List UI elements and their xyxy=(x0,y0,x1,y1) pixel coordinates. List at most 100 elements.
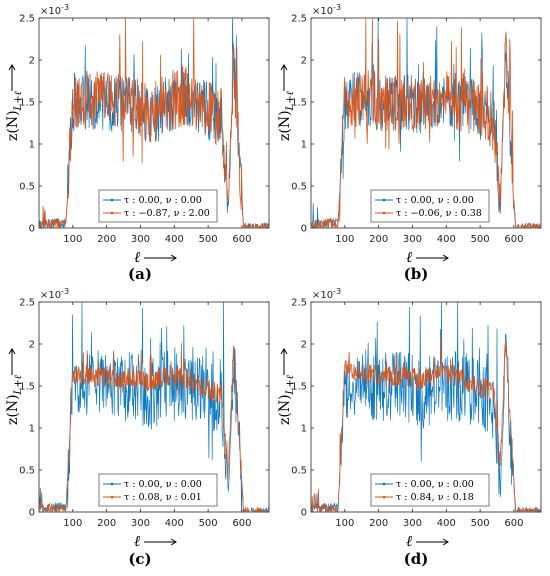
legend-label-1: τ : 0.00, ν : 0.00 xyxy=(124,479,202,490)
x-tick-label: 100 xyxy=(63,518,82,529)
x-tick-label: 200 xyxy=(97,518,116,529)
panel-label: (b) xyxy=(404,265,429,283)
x-tick-label: 400 xyxy=(437,518,456,529)
legend-label-1: τ : 0.00, ν : 0.00 xyxy=(396,195,474,206)
y-axis-label-subscript: L+ℓ xyxy=(13,375,24,395)
x-axis-arrowhead xyxy=(442,538,449,546)
x-tick-label: 600 xyxy=(232,518,251,529)
x-tick-label: 600 xyxy=(504,518,523,529)
y-tick-label: 2 xyxy=(301,340,307,351)
x-axis-label: ℓ xyxy=(134,532,140,550)
legend-marker-1 xyxy=(110,482,114,486)
x-tick-label: 600 xyxy=(504,234,523,245)
y-tick-label: 1.5 xyxy=(19,98,35,109)
y-tick-label: 0.5 xyxy=(19,466,35,477)
series-line-2 xyxy=(311,18,541,228)
series-line-2 xyxy=(311,337,541,512)
legend-box xyxy=(98,473,218,507)
y-tick-label: 0.5 xyxy=(19,182,35,193)
x-axis-label: ℓ xyxy=(406,532,412,550)
legend-box xyxy=(98,189,218,223)
legend-label-2: τ : 0.84, ν : 0.18 xyxy=(396,492,474,503)
y-exponent-power: -3 xyxy=(333,287,341,296)
x-tick-label: 300 xyxy=(131,234,150,245)
x-axis-arrowhead xyxy=(442,254,449,262)
legend-label-2: τ : 0.08, ν : 0.01 xyxy=(124,492,202,503)
legend-marker-2 xyxy=(110,495,114,499)
series-line-1 xyxy=(311,302,541,512)
legend-marker-1 xyxy=(382,482,386,486)
series-line-2 xyxy=(39,343,269,512)
y-tick-label: 2 xyxy=(301,56,307,67)
series-line-2 xyxy=(39,18,269,228)
legend-marker-1 xyxy=(110,198,114,202)
y-axis-arrowhead xyxy=(280,348,288,355)
x-tick-label: 300 xyxy=(403,234,422,245)
y-exponent-label: ×10-3 xyxy=(40,287,69,301)
chart-panel-4: 100 200 300 400 500 600 0 0.5 1 1.5 2 2.5 ×10-3 z(N)L… xyxy=(277,287,542,568)
y-tick-label: 2 xyxy=(29,340,35,351)
y-tick-label: 1 xyxy=(301,424,307,435)
legend-box xyxy=(370,473,490,507)
y-axis-arrowhead xyxy=(8,348,16,355)
y-tick-label: 1 xyxy=(301,140,307,151)
legend-label-1: τ : 0.00, ν : 0.00 xyxy=(124,195,202,206)
y-axis-arrowhead xyxy=(8,64,16,71)
legend-box xyxy=(370,189,490,223)
panel-label: (c) xyxy=(128,550,151,568)
x-tick-label: 400 xyxy=(437,234,456,245)
y-axis-label: z(N)L+ℓ xyxy=(5,91,24,141)
panel-label: (a) xyxy=(128,265,152,283)
y-tick-label: 0.5 xyxy=(291,182,307,193)
panel-label: (d) xyxy=(404,550,429,568)
y-axis-label-subscript: L+ℓ xyxy=(285,91,296,111)
chart-panel-2: 100 200 300 400 500 600 0 0.5 1 1.5 2 2.5 ×10-3 z(N)L… xyxy=(277,3,542,283)
y-tick-label: 0.5 xyxy=(291,466,307,477)
legend-marker-2 xyxy=(382,495,386,499)
y-axis-arrowhead xyxy=(280,64,288,71)
y-tick-label: 2.5 xyxy=(291,298,307,309)
y-tick-label: 1 xyxy=(29,424,35,435)
y-tick-label: 1 xyxy=(29,140,35,151)
y-exponent-power: -3 xyxy=(333,3,341,12)
x-tick-label: 100 xyxy=(335,518,354,529)
y-exponent-label: ×10-3 xyxy=(312,287,341,301)
y-axis-label: z(N)L+ℓ xyxy=(277,91,296,141)
y-tick-label: 0 xyxy=(301,508,307,519)
legend-marker-1 xyxy=(382,198,386,202)
series-line-1 xyxy=(39,302,269,512)
y-tick-label: 2.5 xyxy=(19,14,35,25)
y-exponent-label: ×10-3 xyxy=(40,3,69,17)
legend-marker-2 xyxy=(110,211,114,215)
x-tick-label: 500 xyxy=(199,518,218,529)
x-tick-label: 500 xyxy=(471,518,490,529)
y-axis-label: z(N)L+ℓ xyxy=(277,375,296,425)
y-axis-label-subscript: L+ℓ xyxy=(285,375,296,395)
x-tick-label: 100 xyxy=(335,234,354,245)
y-tick-label: 2 xyxy=(29,56,35,67)
x-tick-label: 100 xyxy=(63,234,82,245)
y-tick-label: 1.5 xyxy=(19,382,35,393)
x-axis-label: ℓ xyxy=(134,248,140,266)
x-tick-label: 300 xyxy=(403,518,422,529)
chart-panel-3: 100 200 300 400 500 600 0 0.5 1 1.5 2 2.5 ×10-3 z(N)L… xyxy=(5,287,270,568)
x-tick-label: 400 xyxy=(165,518,184,529)
legend-marker-2 xyxy=(382,211,386,215)
y-tick-label: 1.5 xyxy=(291,98,307,109)
x-tick-label: 200 xyxy=(369,234,388,245)
legend-label-1: τ : 0.00, ν : 0.00 xyxy=(396,479,474,490)
x-axis-label: ℓ xyxy=(406,248,412,266)
y-tick-label: 0 xyxy=(301,224,307,235)
y-tick-label: 1.5 xyxy=(291,382,307,393)
chart-panel-1: 100 200 300 400 500 600 0 0.5 1 1.5 2 2.5 ×10-3 z(N)L… xyxy=(5,3,270,283)
x-tick-label: 500 xyxy=(199,234,218,245)
legend-label-2: τ : −0.06, ν : 0.38 xyxy=(396,208,482,219)
y-exponent-power: -3 xyxy=(61,3,69,12)
y-axis-label: z(N)L+ℓ xyxy=(5,375,24,425)
legend-label-2: τ : −0.87, ν : 2.00 xyxy=(124,208,210,219)
x-tick-label: 400 xyxy=(165,234,184,245)
x-tick-label: 200 xyxy=(97,234,116,245)
y-exponent-label: ×10-3 xyxy=(312,3,341,17)
y-tick-label: 2.5 xyxy=(291,14,307,25)
y-exponent-power: -3 xyxy=(61,287,69,296)
